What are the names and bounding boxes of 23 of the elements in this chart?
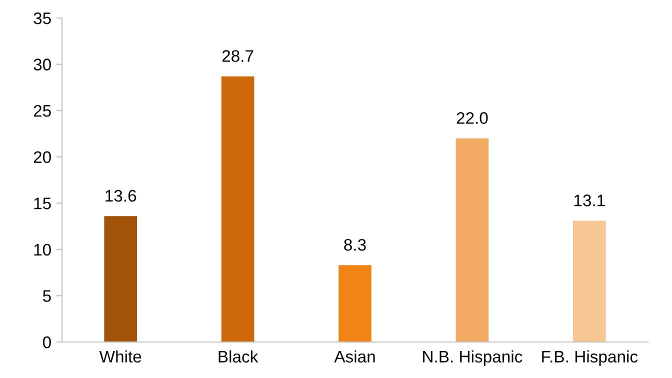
y-tick-label: 30 (34, 58, 51, 70)
x-tick-label: N.B. Hispanic (423, 350, 522, 366)
bar (221, 76, 254, 342)
y-tick-label: 25 (34, 104, 51, 117)
y-tick-label: 35 (34, 12, 51, 24)
data-label: 28.7 (222, 50, 254, 62)
data-label: 22.0 (456, 112, 488, 124)
x-tick-label: F.B. Hispanic (542, 350, 638, 366)
x-tick-label: Black (218, 350, 258, 363)
x-tick-label: Asian (334, 350, 375, 363)
bar (104, 216, 138, 342)
y-tick-label: 20 (34, 151, 51, 164)
y-tick-label: 5 (42, 290, 51, 302)
x-tick-label: White (99, 350, 142, 363)
data-label: 13.6 (106, 190, 136, 202)
bar (338, 265, 372, 342)
data-label: 8.3 (344, 238, 366, 251)
y-tick-label: 15 (34, 198, 51, 210)
y-tick-label: 0 (42, 336, 51, 348)
bar (572, 220, 606, 342)
bar (456, 138, 489, 342)
data-label: 13.1 (574, 194, 605, 206)
y-tick-label: 10 (34, 244, 51, 256)
